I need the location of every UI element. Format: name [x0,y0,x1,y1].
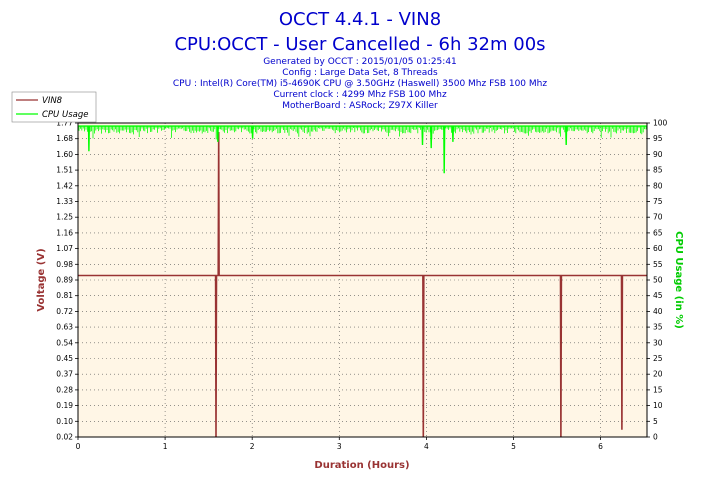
y-right-tick-label: 80 [653,181,663,190]
y-right-tick-label: 85 [653,166,663,175]
info-line-clock: Current clock : 4299 Mhz FSB 100 Mhz [273,90,447,100]
y-axis-left: 0.02 0.10 0.19 0.28 0.37 0.45 0.54 0.63 0.72 0.81… [56,119,78,442]
x-tick-label: 5 [511,442,516,451]
info-line-motherboard: MotherBoard : ASRock; Z97X Killer [282,101,438,111]
y-axis-right-label: CPU Usage (in %) [673,231,684,329]
x-axis-label: Duration (Hours) [314,460,409,471]
legend-label-cpu-usage: CPU Usage [42,110,88,120]
y-left-tick-label: 0.72 [56,307,73,316]
y-right-tick-label: 25 [653,354,663,363]
x-tick-label: 2 [250,442,255,451]
y-right-tick-label: 35 [653,323,663,332]
y-right-tick-label: 30 [653,338,663,347]
info-line-cpu: CPU : Intel(R) Core(TM) i5-4690K CPU @ 3… [173,79,547,89]
chart-subtitle: CPU:OCCT - User Cancelled - 6h 32m 00s [174,34,545,55]
legend-label-vin8: VIN8 [42,96,63,106]
y-left-tick-label: 0.45 [56,354,73,363]
y-right-tick-label: 55 [653,260,663,269]
y-right-tick-label: 40 [653,307,663,316]
y-right-tick-label: 15 [653,385,663,394]
series-line-cpu-usage [78,125,647,174]
y-left-tick-label: 0.54 [56,338,73,347]
y-right-tick-label: 10 [653,401,663,410]
y-right-tick-label: 50 [653,276,663,285]
x-axis: 0 1 2 3 4 5 6 [76,437,603,451]
y-right-tick-label: 75 [653,197,663,206]
legend-box [11,91,97,123]
y-right-tick-label: 70 [653,213,663,222]
y-right-tick-label: 95 [653,134,663,143]
y-left-tick-label: 0.10 [56,417,73,426]
y-left-tick-label: 1.42 [56,181,73,190]
y-left-tick-label: 1.25 [56,213,73,222]
y-left-tick-label: 0.28 [56,385,73,394]
y-right-tick-label: 90 [653,150,663,159]
y-left-tick-label: 0.81 [56,291,73,300]
y-left-tick-label: 1.16 [56,228,73,237]
y-left-tick-label: 1.33 [56,197,73,206]
x-tick-label: 0 [76,442,81,451]
y-left-tick-label: 1.68 [56,134,73,143]
y-right-tick-label: 5 [653,417,658,426]
y-left-tick-label: 0.02 [56,433,73,442]
x-tick-label: 1 [163,442,168,451]
y-right-tick-label: 60 [653,244,663,253]
chart-title: OCCT 4.4.1 - VIN8 [279,9,441,30]
y-left-tick-label: 0.63 [56,323,73,332]
y-axis-left-label: Voltage (V) [36,248,47,311]
y-left-tick-label: 1.60 [56,150,73,159]
legend: VIN8 CPU Usage [11,91,97,123]
info-line-generated: Generated by OCCT : 2015/01/05 01:25:41 [263,57,457,67]
x-tick-label: 4 [424,442,429,451]
info-line-config: Config : Large Data Set, 8 Threads [282,68,438,78]
y-left-tick-label: 0.89 [56,276,73,285]
y-right-tick-label: 20 [653,370,663,379]
grid [78,123,647,437]
x-tick-label: 3 [337,442,342,451]
y-right-tick-label: 100 [653,119,668,128]
y-left-tick-label: 0.19 [56,401,73,410]
y-right-tick-label: 65 [653,228,663,237]
y-left-tick-label: 1.51 [56,166,73,175]
x-tick-label: 6 [598,442,603,451]
y-axis-right: 0 5 10 15 20 25 30 35 40 45 50 55 60 65 70 75 80 85 90 95 10… [647,119,668,442]
y-left-tick-label: 1.77 [56,119,73,128]
series-cpu-usage-noise [78,126,647,140]
y-right-tick-label: 45 [653,291,663,300]
y-right-tick-label: 0 [653,433,658,442]
y-left-tick-label: 0.98 [56,260,73,269]
y-left-tick-label: 0.37 [56,370,73,379]
y-left-tick-label: 1.07 [56,244,73,253]
